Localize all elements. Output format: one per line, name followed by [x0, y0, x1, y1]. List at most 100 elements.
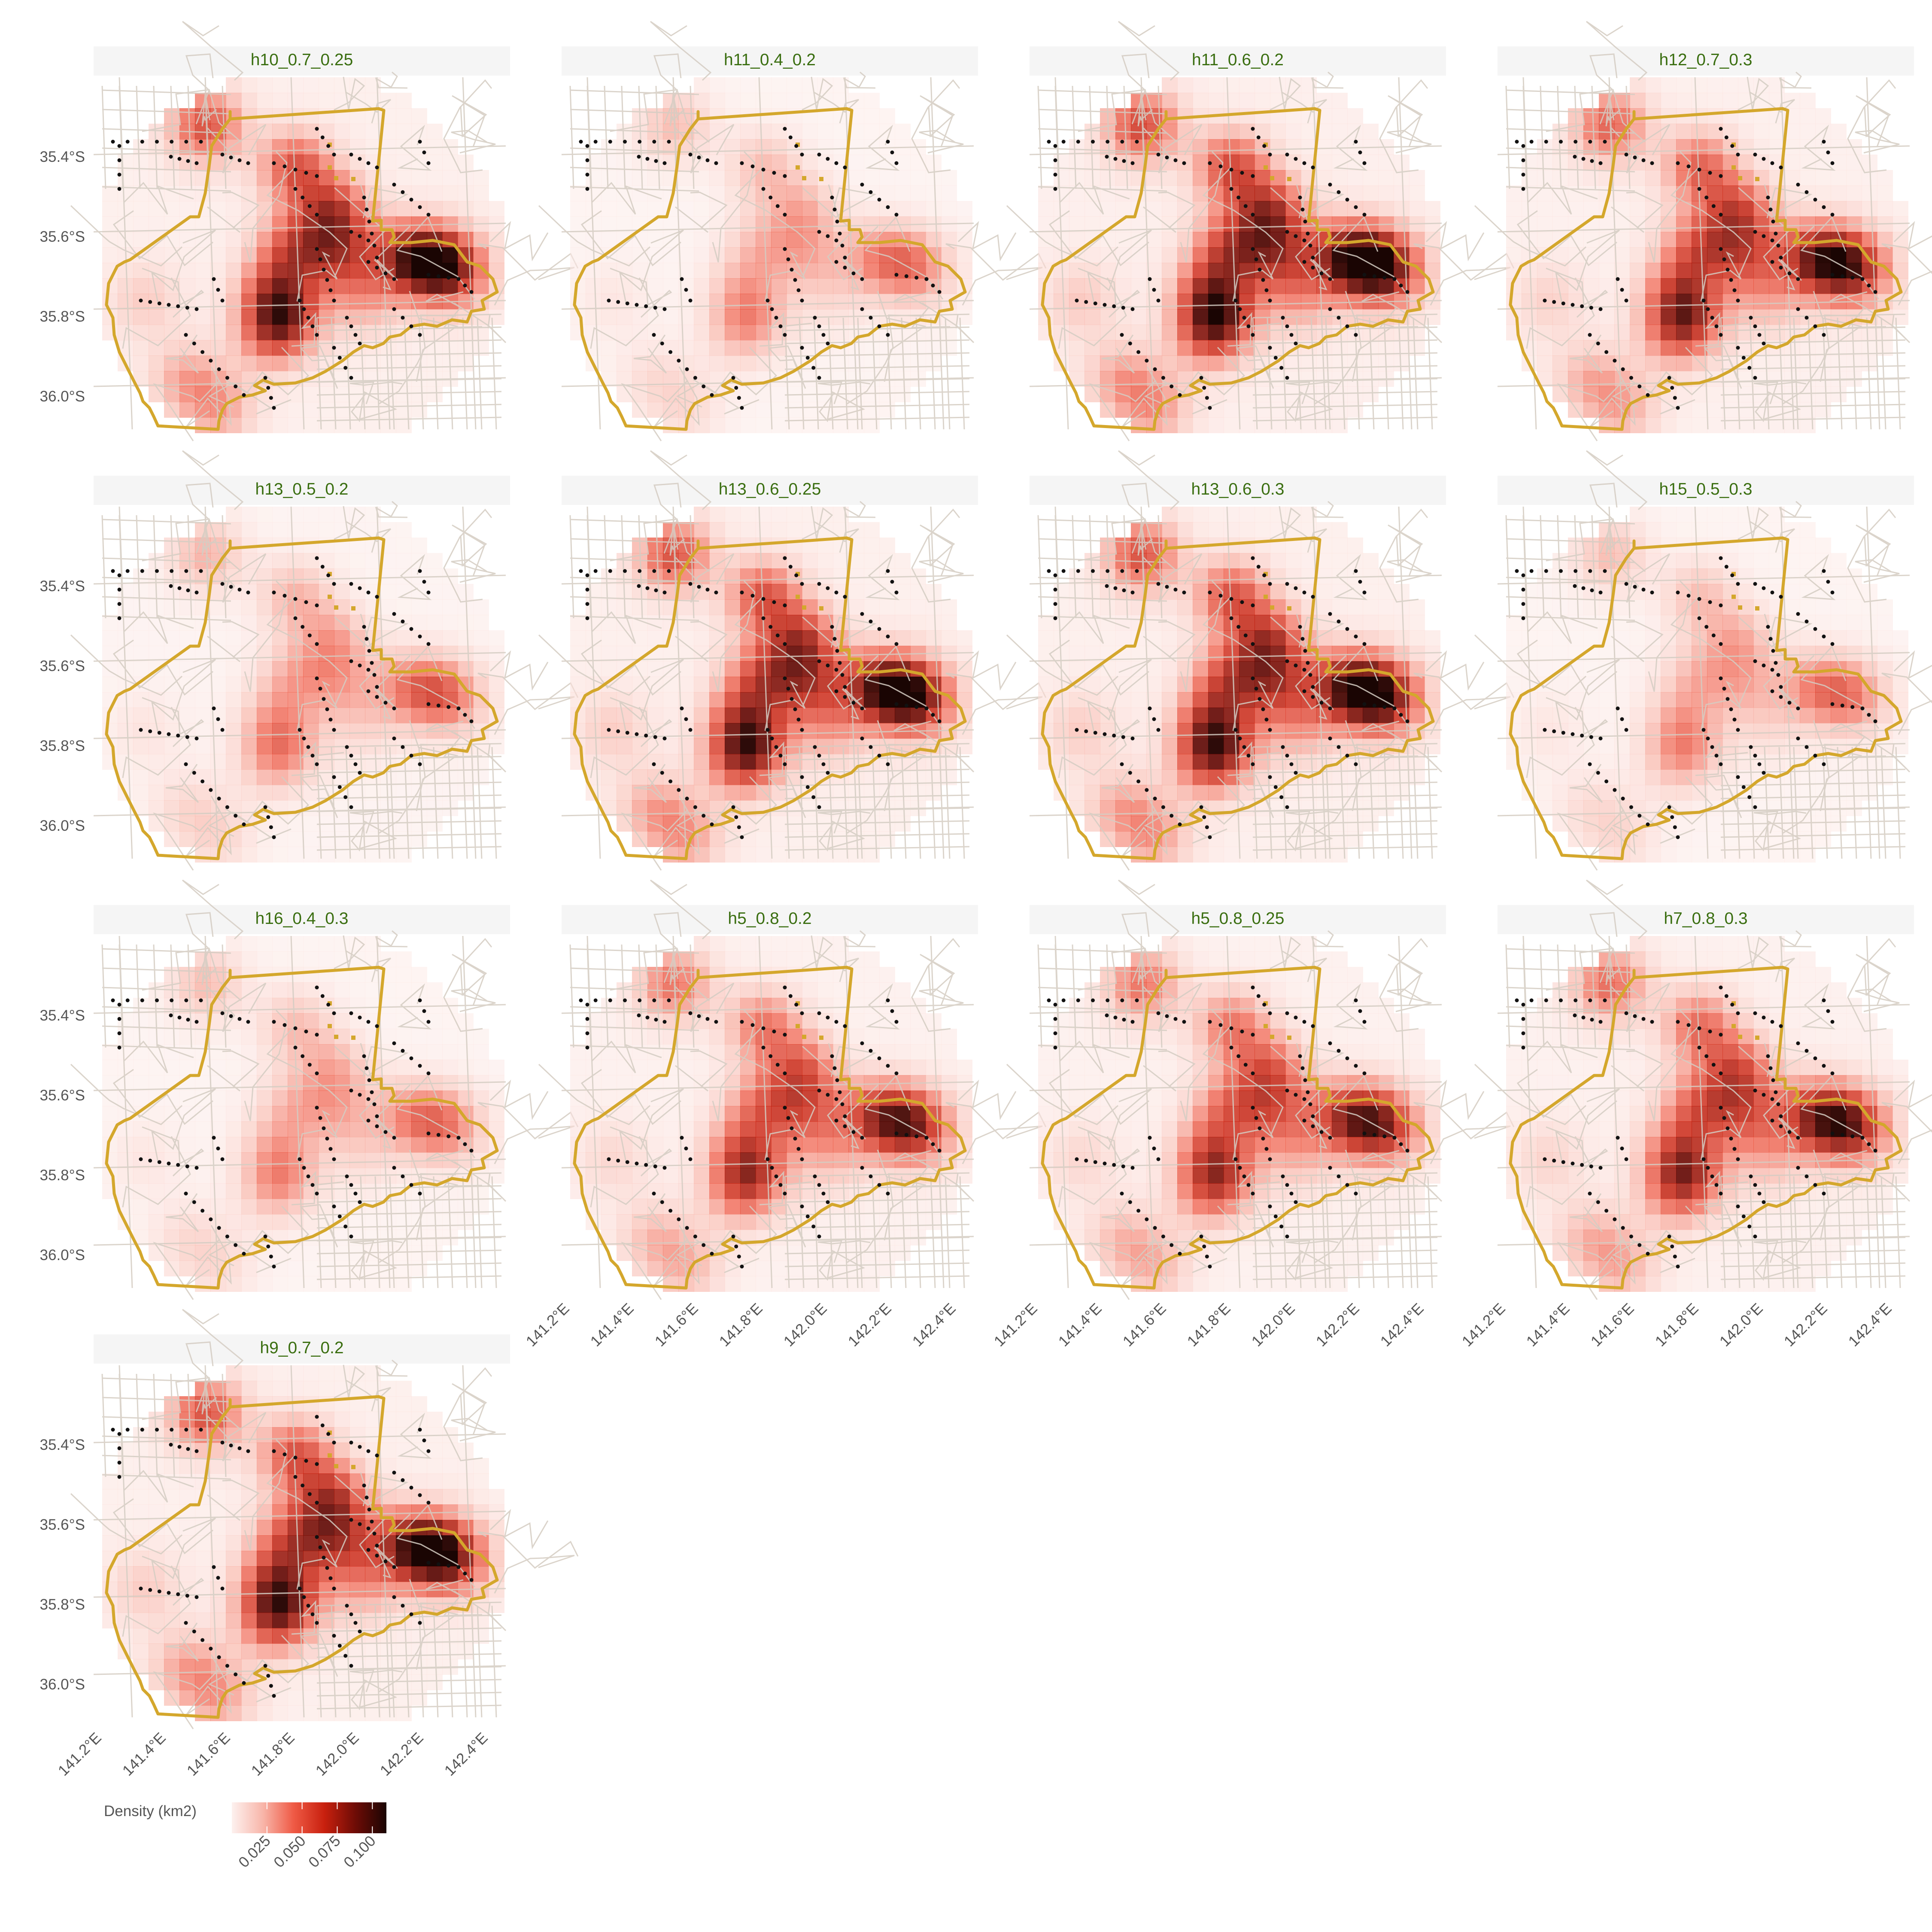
- density-tile: [1630, 325, 1646, 340]
- density-tile: [442, 630, 458, 646]
- observation-point: [456, 706, 461, 711]
- observation-point: [786, 687, 790, 691]
- density-tile: [1363, 615, 1379, 631]
- density-tile: [1193, 692, 1209, 708]
- density-tile: [833, 785, 849, 801]
- density-tile: [709, 692, 725, 708]
- observation-point: [1053, 616, 1057, 620]
- observation-point: [401, 190, 405, 194]
- density-tile: [1193, 247, 1209, 263]
- density-tile: [396, 661, 412, 677]
- density-tile: [1224, 139, 1239, 155]
- observation-point: [418, 333, 422, 337]
- density-tile: [1193, 584, 1209, 600]
- observation-point: [370, 231, 374, 236]
- observation-point: [937, 719, 942, 723]
- observation-point: [1753, 152, 1757, 157]
- density-tile: [1425, 738, 1440, 754]
- density-tile: [102, 677, 118, 693]
- density-tile: [725, 93, 741, 109]
- density-tile: [179, 201, 195, 217]
- density-tile: [1753, 139, 1769, 155]
- density-tile: [1409, 599, 1425, 615]
- observation-point: [1362, 702, 1367, 706]
- density-tile: [725, 661, 741, 677]
- density-tile: [1738, 402, 1754, 418]
- observation-point: [805, 785, 810, 789]
- density-tile: [926, 185, 942, 201]
- density-tile: [725, 584, 741, 600]
- observation-point: [660, 341, 664, 346]
- density-tile: [1177, 785, 1193, 801]
- density-tile: [1332, 538, 1348, 553]
- observation-point: [375, 255, 379, 260]
- density-tile: [910, 708, 926, 723]
- observation-point: [830, 195, 834, 200]
- observation-point: [731, 376, 735, 380]
- density-tile: [1115, 325, 1131, 340]
- density-tile: [241, 170, 257, 186]
- density-tile: [179, 661, 195, 677]
- density-tile: [1239, 692, 1255, 708]
- density-tile: [1224, 692, 1239, 708]
- density-tile: [725, 599, 741, 615]
- observation-point: [860, 182, 864, 187]
- density-tile: [133, 201, 149, 217]
- observation-point: [318, 687, 322, 691]
- observation-point: [125, 569, 130, 573]
- density-tile: [1846, 247, 1862, 263]
- density-tile: [334, 155, 350, 170]
- density-tile: [179, 630, 195, 646]
- density-tile: [272, 232, 288, 248]
- observation-point: [1719, 333, 1723, 337]
- density-tile: [1177, 831, 1193, 847]
- road-line: [841, 225, 879, 291]
- road-line: [784, 391, 970, 396]
- density-tile: [1877, 201, 1893, 217]
- density-tile: [1676, 124, 1692, 140]
- density-tile: [601, 340, 617, 356]
- observation-point: [1345, 627, 1349, 631]
- observation-point: [229, 155, 233, 160]
- observation-point: [1581, 157, 1586, 161]
- density-tile: [1177, 769, 1193, 785]
- y-tick-label: 35.4°S: [40, 578, 85, 595]
- density-tile: [272, 294, 288, 310]
- density-tile: [1347, 677, 1363, 693]
- observation-point: [1328, 182, 1332, 187]
- observation-point: [800, 582, 804, 586]
- observation-point: [358, 341, 362, 346]
- density-tile: [1193, 294, 1209, 310]
- density-tile: [1614, 340, 1630, 356]
- density-tile: [617, 309, 632, 325]
- panel-title: h12_0.7_0.3: [1659, 51, 1753, 69]
- density-tile: [257, 522, 273, 538]
- observation-point: [668, 350, 673, 354]
- density-tile: [1769, 355, 1785, 371]
- density-tile: [396, 93, 412, 109]
- observation-point: [1362, 590, 1367, 595]
- observation-point: [1670, 386, 1674, 390]
- road-line: [799, 317, 805, 430]
- observation-point: [184, 333, 188, 337]
- observation-point: [170, 140, 174, 144]
- observation-point: [677, 788, 681, 792]
- observation-point: [778, 324, 783, 328]
- density-tile: [1800, 386, 1816, 402]
- density-tile: [118, 599, 134, 615]
- density-tile: [1583, 232, 1599, 248]
- road-line: [316, 404, 502, 409]
- density-tile: [1285, 294, 1301, 310]
- road-line: [443, 79, 492, 173]
- density-tile: [102, 185, 118, 201]
- road-line: [1430, 267, 1511, 306]
- gold-marker: [351, 177, 355, 181]
- density-tile: [1630, 309, 1646, 325]
- observation-point: [644, 733, 648, 738]
- observation-point: [652, 569, 656, 573]
- observation-point: [710, 393, 714, 397]
- density-tile: [1301, 278, 1317, 294]
- gold-marker: [328, 165, 332, 170]
- observation-point: [1076, 140, 1080, 144]
- density-tile: [802, 263, 818, 279]
